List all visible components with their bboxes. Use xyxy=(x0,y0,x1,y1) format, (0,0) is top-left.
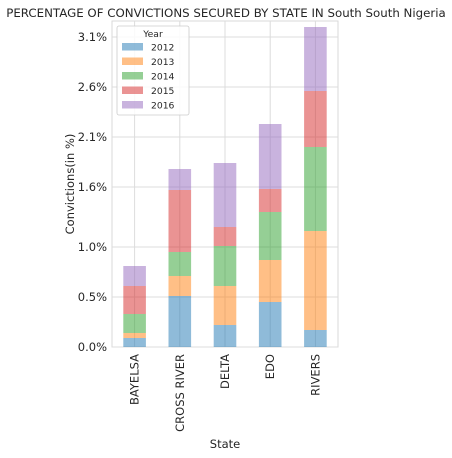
y-axis-label: Convictions(in %) xyxy=(63,134,77,235)
y-tick-labels: 0.0% 0.5% 1.0% 1.6% 2.1% 2.6% 3.1% xyxy=(78,30,107,354)
legend-label-2016: 2016 xyxy=(151,101,175,112)
legend-label-2014: 2014 xyxy=(151,72,175,83)
legend-items: 2012 2013 2014 2015 2016 xyxy=(122,43,175,112)
x-tick-label: DELTA xyxy=(218,354,232,389)
bar-segment-cross-river-2014 xyxy=(168,252,192,276)
bar-segment-bayelsa-2014 xyxy=(123,314,146,333)
bar-segment-bayelsa-2013 xyxy=(123,333,146,338)
legend: Year 2012 2013 2014 2015 2016 xyxy=(116,25,190,116)
legend-label-2015: 2015 xyxy=(151,86,175,97)
x-tick-label: RIVERS xyxy=(308,354,322,396)
bar-segment-delta-2015 xyxy=(213,227,237,246)
legend-title: Year xyxy=(142,29,163,40)
y-tick-label: 2.6% xyxy=(78,80,107,94)
y-tick-label: 0.5% xyxy=(78,290,107,304)
bar-segment-cross-river-2012 xyxy=(168,296,192,347)
x-axis-label: State xyxy=(210,437,240,451)
y-tick-label: 1.0% xyxy=(78,240,107,254)
bar-segment-cross-river-2013 xyxy=(168,276,192,296)
bar-segment-bayelsa-2012 xyxy=(123,338,146,347)
bar-segment-edo-2013 xyxy=(258,260,282,302)
bar-segment-rivers-2014 xyxy=(304,147,327,231)
bar-segment-delta-2013 xyxy=(213,286,237,325)
legend-swatch-2015 xyxy=(122,86,143,94)
bar-segment-delta-2016 xyxy=(213,163,237,227)
bar-segment-rivers-2016 xyxy=(304,27,327,91)
legend-swatch-2013 xyxy=(122,57,143,65)
bar-segment-edo-2012 xyxy=(258,302,282,347)
y-tick-label: 3.1% xyxy=(78,30,107,44)
legend-swatch-2012 xyxy=(122,43,143,51)
legend-swatch-2016 xyxy=(122,101,143,109)
legend-swatch-2014 xyxy=(122,72,143,80)
y-tick-label: 1.6% xyxy=(78,180,107,194)
x-tick-label: BAYELSA xyxy=(128,354,142,405)
bar-segment-rivers-2012 xyxy=(304,330,327,347)
chart-title: PERCENTAGE OF CONVICTIONS SECURED BY STA… xyxy=(6,6,446,20)
y-tick-label: 2.1% xyxy=(78,130,107,144)
bar-segment-rivers-2013 xyxy=(304,231,327,330)
x-tick-label: EDO xyxy=(263,354,277,379)
bar-segment-cross-river-2015 xyxy=(168,190,192,252)
bars xyxy=(123,27,327,347)
bar-segment-delta-2012 xyxy=(213,325,237,347)
legend-label-2012: 2012 xyxy=(151,43,174,54)
legend-label-2013: 2013 xyxy=(151,57,175,68)
bar-segment-bayelsa-2016 xyxy=(123,266,146,286)
x-tick-label: CROSS RIVER xyxy=(173,354,187,432)
bar-segment-edo-2014 xyxy=(258,212,282,260)
bar-segment-cross-river-2016 xyxy=(168,169,192,190)
bar-segment-edo-2015 xyxy=(258,189,282,212)
y-tick-label: 0.0% xyxy=(78,340,107,354)
bar-segment-delta-2014 xyxy=(213,246,237,286)
x-tick-labels: BAYELSA CROSS RIVER DELTA EDO RIVERS xyxy=(128,354,323,432)
bar-segment-bayelsa-2015 xyxy=(123,286,146,314)
bar-segment-edo-2016 xyxy=(258,124,282,189)
bar-segment-rivers-2015 xyxy=(304,91,327,147)
